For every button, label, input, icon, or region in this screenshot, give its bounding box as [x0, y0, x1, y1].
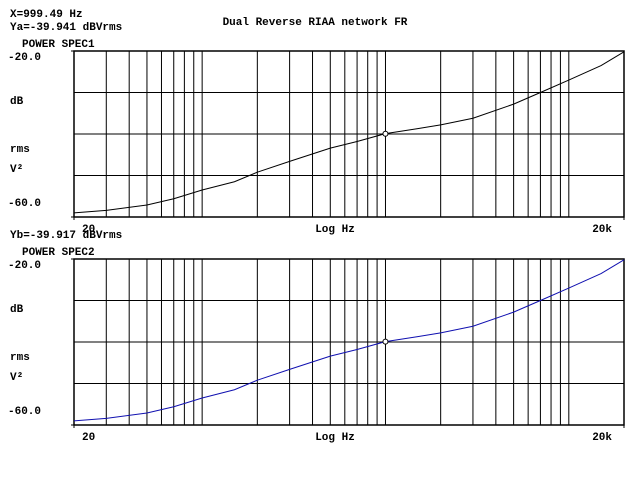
- x-tick-label: 20: [82, 432, 95, 444]
- x-axis-label: Log Hz: [315, 224, 355, 236]
- cursor-marker: [382, 338, 389, 345]
- y-axis-label: dB: [10, 96, 24, 108]
- plot-frame: [73, 50, 625, 218]
- y-axis-label: rms: [10, 352, 30, 364]
- y-axis-label: V²: [10, 164, 23, 176]
- y-axis-label: dB: [10, 304, 24, 316]
- y-tick-label: -20.0: [8, 52, 41, 64]
- trace: [73, 259, 625, 422]
- title: Dual Reverse RIAA network FR: [223, 17, 408, 29]
- cursor-y-readout: Ya=-39.941 dBVrms: [10, 22, 122, 34]
- plot-frame: [73, 258, 625, 426]
- cursor-x-readout: X=999.49 Hz: [10, 9, 83, 21]
- y-tick-label: -60.0: [8, 406, 41, 418]
- plot-name: POWER SPEC1: [22, 39, 95, 51]
- y-axis-label: V²: [10, 372, 23, 384]
- x-axis-label: Log Hz: [315, 432, 355, 444]
- y-tick-label: -60.0: [8, 198, 41, 210]
- y-axis-label: rms: [10, 144, 30, 156]
- trace: [73, 51, 625, 214]
- x-tick-label: 20: [82, 224, 95, 236]
- plot-name: POWER SPEC2: [22, 247, 95, 259]
- x-tick-label: 20k: [592, 224, 612, 236]
- cursor-marker: [382, 130, 389, 137]
- y-tick-label: -20.0: [8, 260, 41, 272]
- cursor-y-readout: Yb=-39.917 dBVrms: [10, 230, 122, 242]
- x-tick-label: 20k: [592, 432, 612, 444]
